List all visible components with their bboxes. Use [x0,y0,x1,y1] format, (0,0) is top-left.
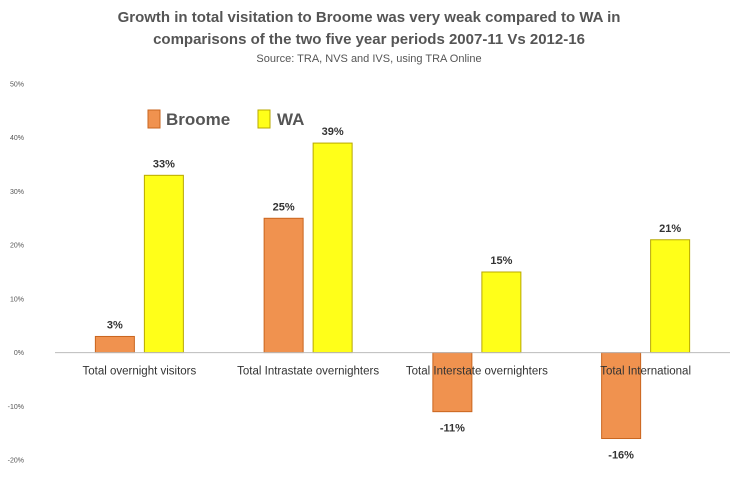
y-tick-label: 10% [10,296,24,303]
category-label: Total Intrastate overnighters [237,366,379,378]
bar-wa-2 [312,142,353,354]
chart-subtitle: Source: TRA, NVS and IVS, using TRA Onli… [256,53,481,65]
y-tick-label: -20% [8,458,24,465]
y-tick-label: 30% [10,189,24,196]
legend-label-wa: WA [277,110,304,129]
data-label-broome-2: 25% [273,201,295,213]
data-label-wa-2: 39% [322,126,344,138]
bar-broome-4 [601,352,642,440]
data-label-broome-1: 3% [107,319,123,331]
category-label: Total overnight visitors [82,366,196,378]
data-label-broome-4: -16% [608,450,634,462]
data-label-wa-1: 33% [153,158,175,170]
bar-broome-1 [94,335,135,354]
category-labels: Total overnight visitors Total Intrastate… [82,366,691,378]
category-label: Total Interstate overnighters [406,366,548,378]
y-axis: 50% 40% 30% 20% 10% 0% -10% -20% [8,82,24,465]
bar-broome-2 [263,217,304,354]
y-tick-label: 0% [14,350,24,357]
bar-broome-3 [432,352,473,413]
bar-wa-1 [143,174,184,354]
data-label-wa-3: 15% [490,255,512,267]
legend-label-broome: Broome [166,110,230,129]
data-label-broome-3: -11% [440,423,465,435]
y-tick-label: 40% [10,135,24,142]
chart-title-line-1: Growth in total visitation to Broome was… [118,9,621,26]
data-label-wa-4: 21% [659,223,681,235]
legend-swatch-broome [147,109,161,129]
legend: Broome WA [147,109,304,129]
data-labels: 3% 33% 25% 39% -11% 15% -16% 21% [107,126,681,461]
category-label: Total International [600,366,691,378]
y-tick-label: 20% [10,243,24,250]
bar-wa-4 [650,239,691,354]
legend-swatch-wa [257,109,271,129]
y-tick-label: -10% [8,404,24,411]
y-tick-label: 50% [10,82,24,89]
chart-title-line-2: comparisons of the two five year periods… [153,31,585,48]
bars-group [94,142,691,440]
bar-wa-3 [481,271,522,354]
